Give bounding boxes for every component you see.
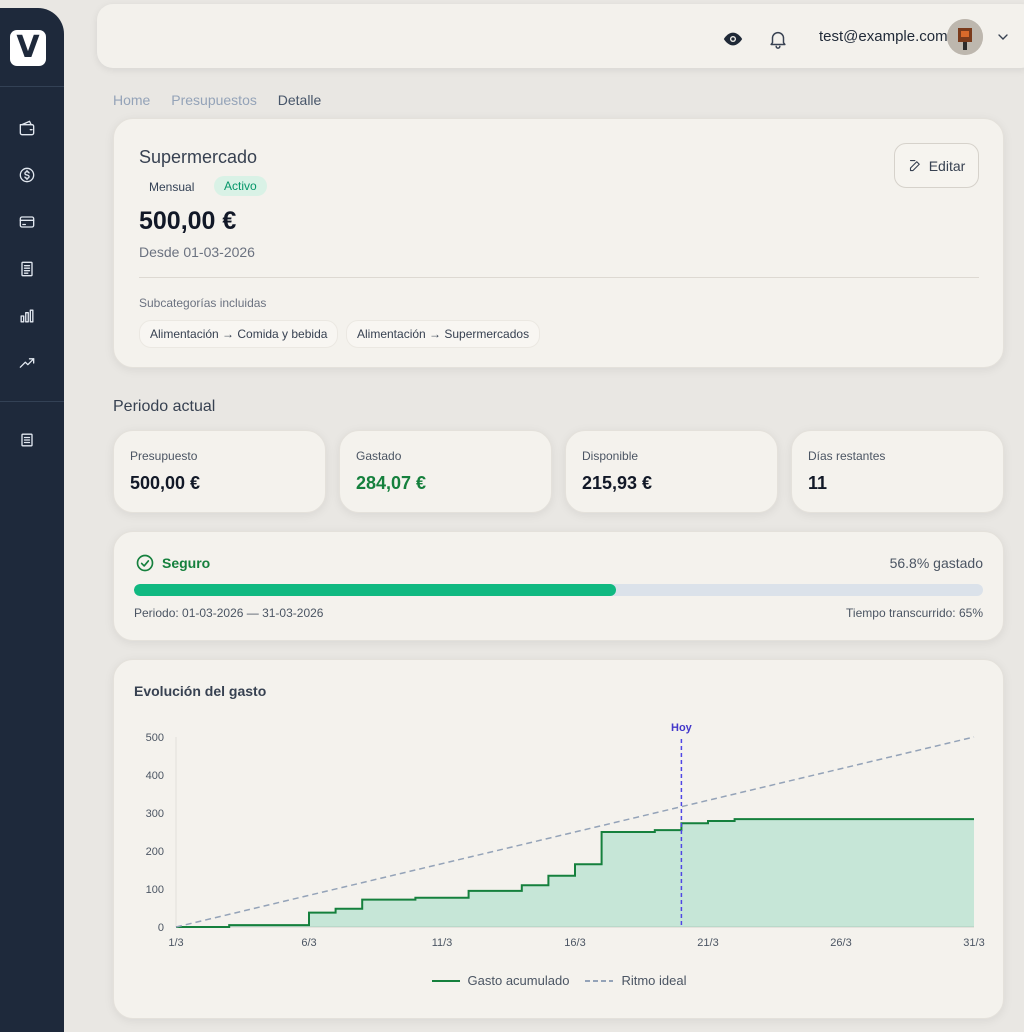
receipt-icon xyxy=(21,261,33,277)
sidebar-item-trends[interactable] xyxy=(16,352,38,374)
legend-label: Ritmo ideal xyxy=(621,973,687,988)
check-circle-icon xyxy=(136,554,154,572)
period-range: Periodo: 01-03-2026 — 31-03-2026 xyxy=(134,606,324,620)
stat-value: 284,07 € xyxy=(356,473,427,493)
wallet-icon xyxy=(19,120,35,136)
x-tick-label: 21/3 xyxy=(697,937,718,949)
edit-icon xyxy=(909,159,920,172)
sidebar-item-wallet[interactable] xyxy=(16,117,38,139)
legend-item-ideal[interactable]: Ritmo ideal xyxy=(585,973,686,988)
legend-line-solid xyxy=(431,979,460,982)
sidebar-item-budgets[interactable] xyxy=(16,258,38,280)
sidebar-item-documents[interactable] xyxy=(16,429,38,451)
spent-percent: 56.8% gastado xyxy=(889,555,983,571)
budget-detail-card: Supermercado Mensual Activo 500,00 € Des… xyxy=(113,118,1004,368)
y-tick-label: 100 xyxy=(146,884,164,896)
stat-value: 500,00 € xyxy=(130,473,201,493)
breadcrumb-budgets[interactable]: Presupuestos xyxy=(171,92,257,108)
stat-card-available: Disponible 215,93 € xyxy=(565,430,778,513)
stat-card-spent: Gastado 284,07 € xyxy=(339,430,552,513)
budget-start-date: Desde 01-03-2026 xyxy=(139,244,255,260)
y-tick-label: 400 xyxy=(146,770,164,782)
subcategory-chip: Alimentación → Comida y bebida xyxy=(139,320,339,348)
breadcrumb-current: Detalle xyxy=(277,92,322,108)
user-email[interactable]: test@example.com xyxy=(819,28,948,45)
app-logo[interactable]: V xyxy=(10,30,46,66)
sidebar-item-reports[interactable] xyxy=(16,305,38,327)
stat-card-budget: Presupuesto 500,00 € xyxy=(113,430,326,513)
avatar[interactable] xyxy=(947,19,983,55)
spending-chart: 0 100 200 300 400 500 1/3 6/3 11/3 16/3 21/3 26/3 31… xyxy=(146,722,985,949)
status-label: Seguro xyxy=(162,555,211,571)
chevron-down-icon xyxy=(998,34,1008,40)
spending-chart-card: Evolución del gasto 0 100 200 300 400 500 1/3 6… xyxy=(113,659,1004,1019)
x-tick-label: 6/3 xyxy=(301,937,316,949)
sidebar-item-transactions[interactable] xyxy=(16,164,38,186)
edit-button-label: Editar xyxy=(928,157,966,174)
document-icon xyxy=(21,433,33,447)
logo-glyph: V xyxy=(16,30,40,65)
stat-card-days-left: Días restantes 11 xyxy=(791,430,1004,513)
legend-label: Gasto acumulado xyxy=(467,973,570,988)
notifications-button[interactable] xyxy=(767,28,789,50)
sidebar: V xyxy=(0,8,64,1032)
stat-value: 215,93 € xyxy=(582,473,653,493)
today-marker-label: Hoy xyxy=(671,722,693,734)
avatar-image xyxy=(947,19,983,55)
breadcrumb: Home Presupuestos Detalle xyxy=(113,92,338,108)
sidebar-item-cards[interactable] xyxy=(16,211,38,233)
x-tick-label: 16/3 xyxy=(564,937,585,949)
accumulated-line xyxy=(176,818,974,928)
status-badge: Activo xyxy=(214,176,267,196)
budget-name: Supermercado xyxy=(139,147,258,167)
progress-bar xyxy=(134,584,983,596)
x-tick-label: 31/3 xyxy=(963,937,984,949)
credit-card-icon xyxy=(19,216,35,228)
dollar-icon xyxy=(19,167,35,183)
sidebar-divider xyxy=(0,86,64,87)
edit-button[interactable]: Editar xyxy=(894,143,979,188)
stat-label: Gastado xyxy=(356,449,402,463)
bar-chart-icon xyxy=(20,309,34,323)
sidebar-divider xyxy=(0,401,64,402)
bell-icon xyxy=(770,31,786,49)
y-tick-label: 300 xyxy=(146,808,164,820)
y-tick-label: 500 xyxy=(146,732,164,744)
x-tick-label: 1/3 xyxy=(168,937,183,949)
subcategories-label: Subcategorías incluidas xyxy=(139,296,267,310)
chart-legend: Gasto acumulado Ritmo ideal xyxy=(114,973,1004,988)
y-tick-label: 0 xyxy=(158,922,164,934)
visibility-toggle-button[interactable] xyxy=(722,28,744,50)
subcategory-chip: Alimentación → Supermercados xyxy=(346,320,541,348)
legend-item-accumulated[interactable]: Gasto acumulado xyxy=(431,973,570,988)
ideal-pace-line xyxy=(175,736,975,928)
stat-value: 11 xyxy=(808,473,828,493)
legend-line-dashed xyxy=(585,979,614,982)
progress-card: Seguro 56.8% gastado Periodo: 01-03-2026… xyxy=(113,531,1004,641)
time-elapsed: Tiempo transcurrido: 65% xyxy=(846,606,983,620)
divider xyxy=(139,277,979,278)
progress-bar-fill xyxy=(134,584,617,596)
current-period-title: Periodo actual xyxy=(113,398,216,415)
chart-title: Evolución del gasto xyxy=(134,683,267,699)
y-tick-label: 200 xyxy=(146,846,164,858)
user-menu-toggle[interactable] xyxy=(995,29,1011,50)
top-bar: test@example.com xyxy=(97,4,1024,68)
stat-label: Presupuesto xyxy=(130,449,198,463)
stat-label: Disponible xyxy=(582,449,639,463)
budget-amount: 500,00 € xyxy=(139,207,237,235)
stat-label: Días restantes xyxy=(808,449,886,463)
eye-icon xyxy=(723,32,743,46)
trending-up-icon xyxy=(19,358,35,368)
breadcrumb-home[interactable]: Home xyxy=(113,92,151,108)
period-type-badge: Mensual xyxy=(149,180,195,194)
x-tick-label: 26/3 xyxy=(830,937,851,949)
x-tick-label: 11/3 xyxy=(432,937,453,949)
